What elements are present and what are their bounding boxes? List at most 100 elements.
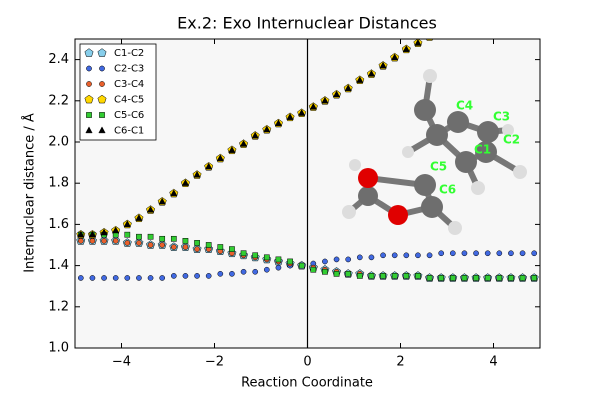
data-point	[252, 268, 259, 275]
data-point	[101, 275, 107, 281]
data-point	[275, 264, 282, 271]
x-axis-label: Reaction Coordinate	[241, 376, 373, 391]
data-point	[136, 233, 142, 240]
data-point	[531, 250, 538, 257]
data-point	[345, 270, 352, 277]
data-point	[449, 275, 456, 281]
legend-label: C6-C1	[114, 126, 144, 137]
legend-box	[79, 43, 157, 141]
data-point	[508, 275, 514, 281]
data-point	[425, 39, 434, 40]
data-point	[450, 19, 456, 25]
data-point	[415, 273, 421, 279]
y-axis-label: Internuclear distance / Å	[22, 113, 38, 273]
data-point	[309, 102, 317, 110]
data-point	[228, 146, 236, 153]
data-point	[112, 275, 119, 281]
data-point	[380, 252, 386, 259]
atom-label: C5	[430, 160, 447, 174]
data-point	[496, 250, 503, 257]
legend-label: C5-C6	[114, 110, 144, 121]
data-point	[170, 273, 177, 279]
data-point	[240, 250, 247, 257]
data-point	[240, 268, 247, 275]
data-point	[112, 226, 120, 234]
y-tick-label: 1.0	[48, 341, 69, 356]
data-point	[449, 250, 456, 257]
data-point	[426, 275, 433, 281]
data-point	[147, 242, 154, 248]
data-point	[229, 270, 235, 277]
data-point	[333, 256, 340, 263]
data-point	[449, 18, 457, 26]
data-point	[391, 252, 398, 259]
data-point	[473, 250, 479, 257]
data-point	[124, 275, 131, 281]
legend-marker	[86, 112, 92, 118]
data-point	[461, 250, 468, 257]
legend-marker	[85, 126, 93, 134]
data-point	[205, 273, 212, 279]
data-point	[275, 256, 282, 263]
data-point	[89, 238, 96, 244]
data-point	[437, 24, 445, 32]
legend-marker	[86, 81, 92, 87]
data-point	[124, 240, 131, 246]
data-point	[345, 256, 352, 263]
data-point	[251, 131, 259, 139]
data-point	[414, 39, 422, 46]
data-point	[147, 275, 154, 281]
data-point	[403, 252, 410, 259]
data-point	[298, 262, 305, 269]
data-point	[391, 273, 398, 279]
data-point	[252, 252, 259, 259]
data-point	[356, 254, 363, 261]
data-point	[356, 76, 364, 83]
data-point	[263, 266, 270, 273]
x-tick-label: −4	[112, 355, 131, 370]
legend-marker	[97, 48, 107, 57]
data-point	[344, 84, 352, 92]
legend-label: C2-C3	[114, 64, 144, 75]
data-point	[263, 254, 270, 261]
data-point	[205, 162, 213, 170]
y-tick-label: 1.8	[48, 176, 69, 191]
legend-label: C4-C5	[114, 95, 144, 106]
data-point	[415, 252, 421, 259]
data-point	[158, 197, 166, 205]
data-point	[182, 244, 189, 250]
data-point	[461, 275, 468, 281]
marks	[76, 5, 539, 348]
data-point	[310, 266, 317, 273]
data-point	[170, 235, 177, 242]
legend-label: C3-C4	[114, 79, 144, 90]
x-tick-label: 2	[396, 355, 404, 370]
data-point	[182, 273, 189, 279]
legend-marker	[84, 48, 94, 57]
legend-label: C1-C2	[114, 48, 144, 59]
x-tick-label: 4	[489, 355, 497, 370]
y-tick-label: 1.2	[48, 299, 69, 314]
data-point	[508, 250, 514, 257]
data-point	[217, 270, 224, 277]
x-tick-label: 0	[303, 355, 311, 370]
data-point	[135, 214, 143, 221]
data-point	[229, 246, 235, 252]
data-point	[147, 233, 154, 240]
data-point	[322, 258, 328, 265]
y-tick-label: 2.4	[48, 52, 69, 67]
legend: C1-C2 C2-C3 C3-C4 C4-C5 C5-C6 C6-C1	[79, 43, 157, 141]
data-point	[531, 275, 538, 281]
data-point	[194, 246, 200, 252]
data-point	[217, 244, 224, 250]
data-point	[391, 53, 399, 61]
data-point	[473, 5, 479, 11]
atom-label: C3	[493, 110, 510, 124]
data-point	[380, 273, 386, 279]
data-point	[77, 275, 84, 281]
data-point	[322, 268, 328, 275]
data-point	[519, 250, 526, 257]
data-point	[136, 275, 142, 281]
data-point	[170, 244, 177, 250]
